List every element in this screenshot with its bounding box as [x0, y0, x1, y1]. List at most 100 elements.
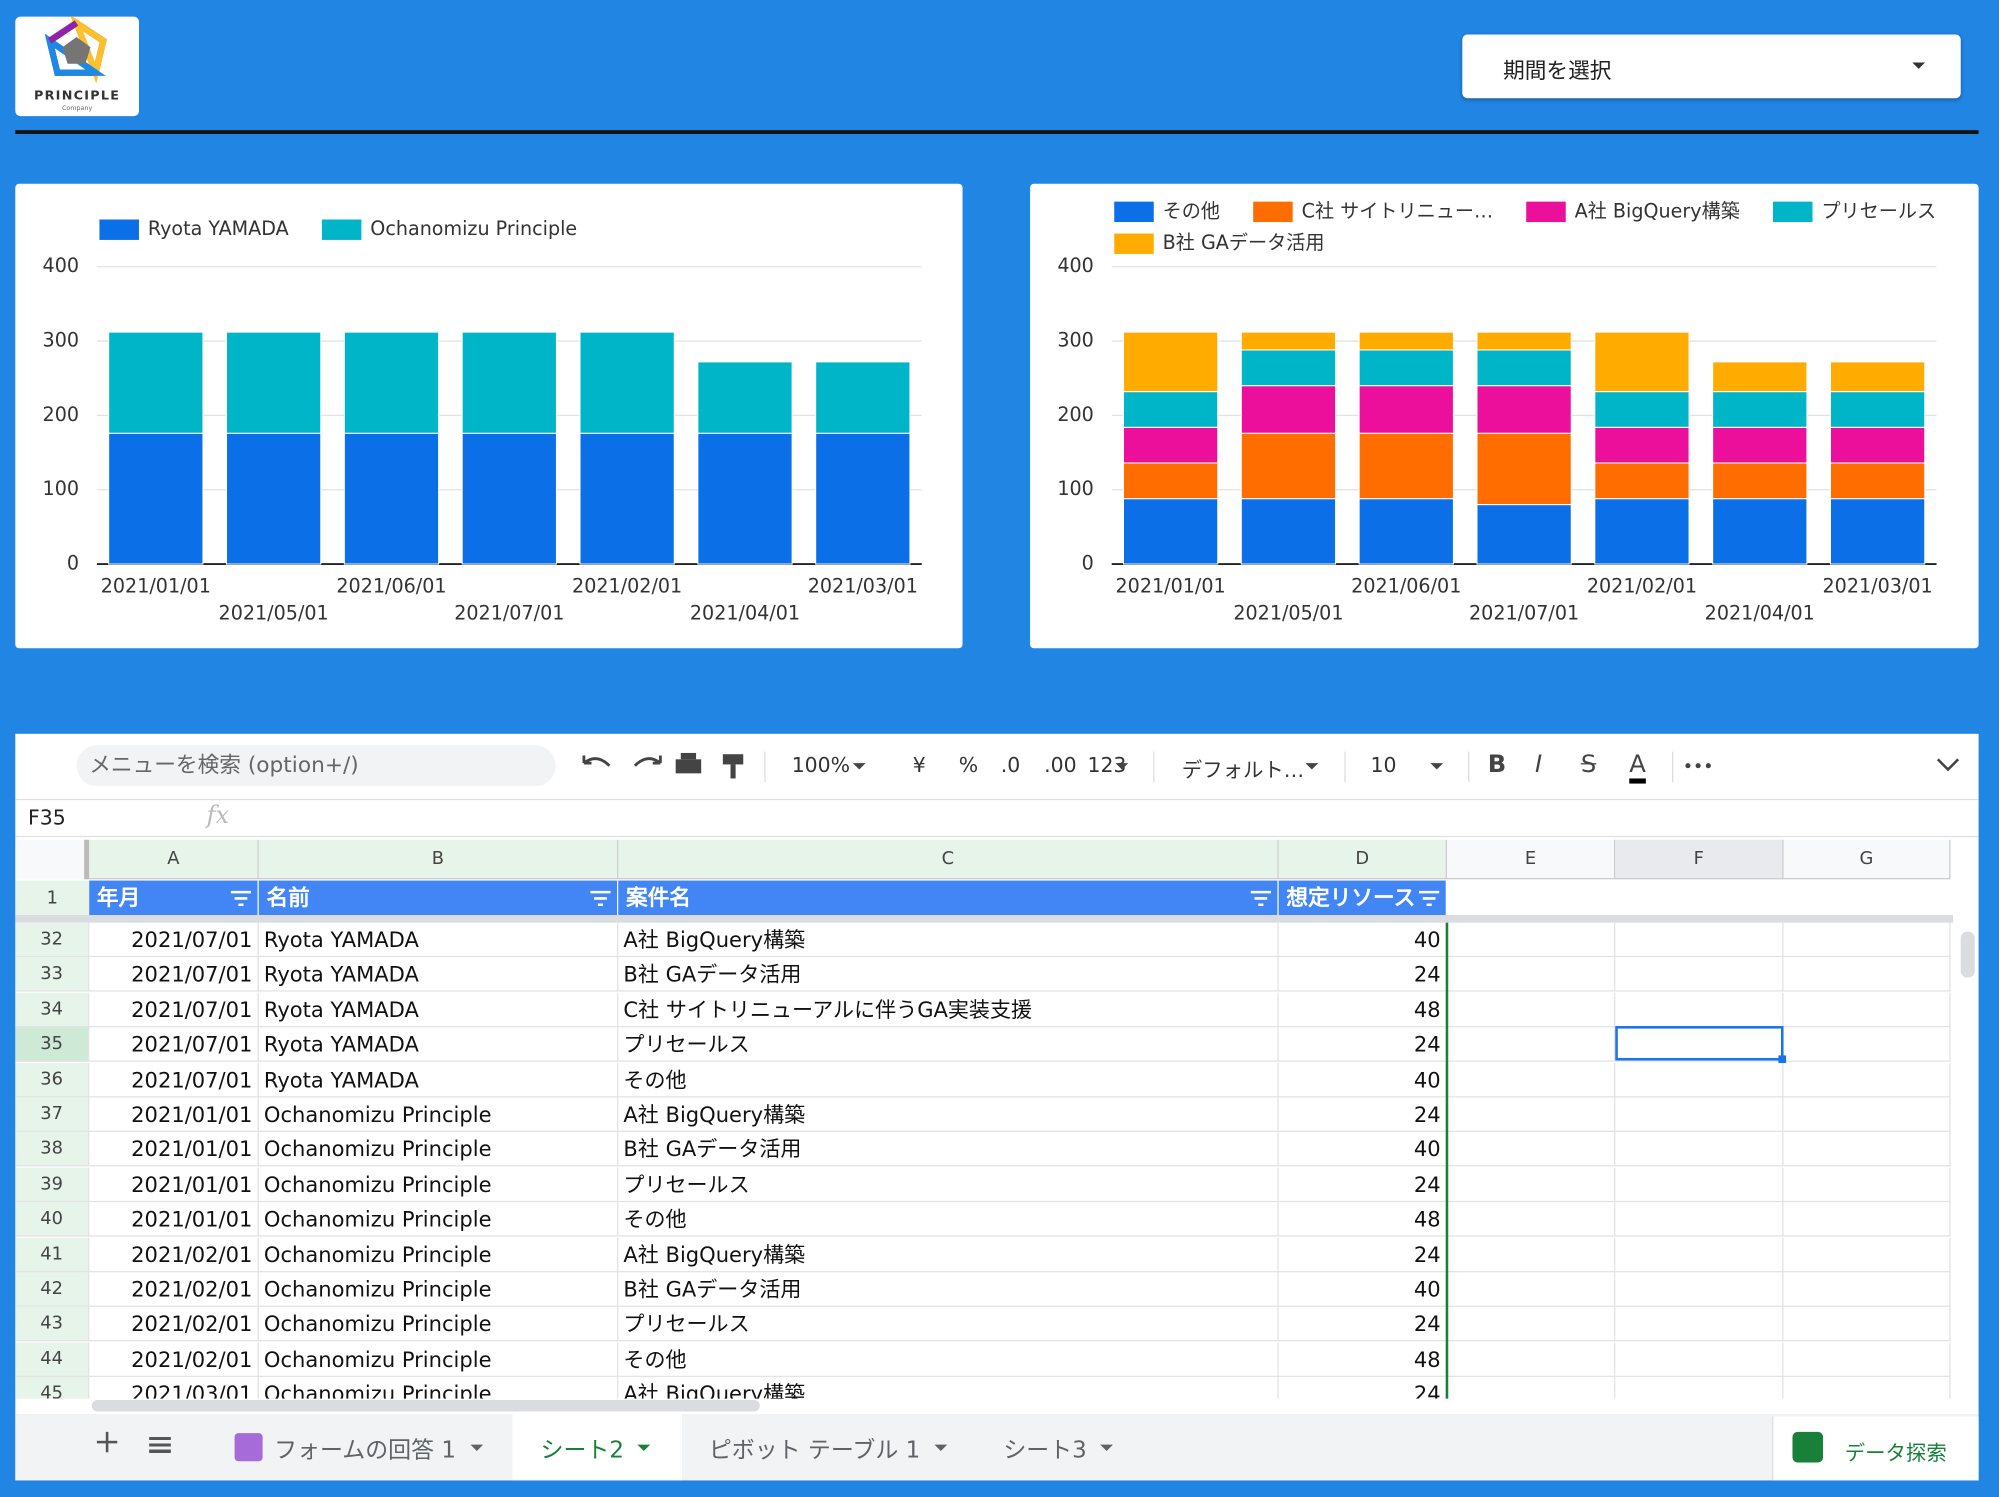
- cell[interactable]: Ryota YAMADA: [258, 922, 619, 958]
- cell[interactable]: 40: [1278, 1272, 1447, 1307]
- cell[interactable]: 24: [1278, 957, 1447, 993]
- row-number[interactable]: 43: [15, 1307, 90, 1342]
- sheet-tab[interactable]: フォームの回答 1: [274, 1436, 456, 1464]
- cell[interactable]: Ryota YAMADA: [258, 957, 619, 993]
- cell[interactable]: 2021/02/01: [89, 1272, 259, 1307]
- cell[interactable]: 24: [1278, 1097, 1447, 1132]
- cell[interactable]: [1446, 992, 1616, 1028]
- column-header[interactable]: B: [258, 839, 619, 880]
- column-header[interactable]: A: [89, 839, 259, 880]
- cell[interactable]: [1615, 1377, 1784, 1399]
- cell[interactable]: [1615, 1062, 1784, 1097]
- row-number[interactable]: 32: [15, 922, 90, 958]
- row-number[interactable]: 35: [15, 1027, 90, 1063]
- cell[interactable]: Ryota YAMADA: [258, 1062, 619, 1097]
- cell[interactable]: [1783, 1132, 1951, 1167]
- cell[interactable]: 24: [1278, 1027, 1447, 1063]
- cell[interactable]: [1446, 1097, 1616, 1132]
- cell[interactable]: Ryota YAMADA: [258, 1027, 619, 1063]
- cell[interactable]: [1446, 1307, 1616, 1342]
- sheet-tab[interactable]: シート3: [1003, 1436, 1087, 1464]
- cell-ref[interactable]: F35: [28, 805, 66, 830]
- cell[interactable]: [1783, 957, 1951, 993]
- cell[interactable]: 48: [1278, 992, 1447, 1028]
- cell[interactable]: [1446, 1027, 1616, 1063]
- cell[interactable]: [1783, 1272, 1951, 1307]
- toolbar-font-size[interactable]: 10: [1370, 752, 1397, 778]
- cell[interactable]: B社 GAデータ活用: [618, 1272, 1279, 1307]
- cell[interactable]: Ochanomizu Principle: [258, 1272, 619, 1307]
- toolbar-italic[interactable]: I: [1534, 750, 1543, 779]
- cell[interactable]: 2021/03/01: [89, 1377, 259, 1399]
- cell[interactable]: [1783, 1027, 1951, 1063]
- row-number[interactable]: 44: [15, 1342, 90, 1377]
- row-number[interactable]: 34: [15, 992, 90, 1028]
- cell[interactable]: [1615, 1237, 1784, 1272]
- cell[interactable]: 2021/02/01: [89, 1237, 259, 1272]
- cell[interactable]: [1615, 1097, 1784, 1132]
- cell[interactable]: 48: [1278, 1202, 1447, 1237]
- cell[interactable]: [1446, 1167, 1616, 1202]
- cell[interactable]: [1447, 1377, 1616, 1399]
- cell[interactable]: A社 BigQuery構築: [618, 1377, 1279, 1399]
- cell[interactable]: [1446, 1062, 1616, 1097]
- toolbar-currency[interactable]: ¥: [912, 752, 926, 778]
- cell[interactable]: プリセールス: [618, 1307, 1279, 1342]
- row-number[interactable]: 45: [15, 1377, 90, 1399]
- cell[interactable]: [1446, 1342, 1616, 1377]
- cell[interactable]: [1615, 1307, 1784, 1342]
- cell[interactable]: [1783, 1097, 1951, 1132]
- toolbar-percent[interactable]: %: [958, 752, 979, 778]
- cell[interactable]: [1783, 1167, 1951, 1202]
- cell[interactable]: Ochanomizu Principle: [259, 1377, 619, 1399]
- cell[interactable]: 48: [1278, 1342, 1447, 1377]
- explore-button[interactable]: データ探索: [1844, 1440, 1947, 1466]
- cell[interactable]: [1615, 1202, 1784, 1237]
- cell[interactable]: その他: [618, 1202, 1279, 1237]
- cell[interactable]: [1446, 1132, 1616, 1167]
- cell[interactable]: [1446, 1237, 1616, 1272]
- toolbar-zoom[interactable]: 100%: [791, 752, 851, 778]
- column-header[interactable]: E: [1446, 839, 1616, 880]
- toolbar-bold[interactable]: B: [1487, 750, 1507, 779]
- cell[interactable]: [1783, 1237, 1951, 1272]
- row-number[interactable]: 39: [15, 1167, 90, 1202]
- cell[interactable]: [1615, 1342, 1784, 1377]
- cell[interactable]: [1784, 1377, 1951, 1399]
- cell[interactable]: 24: [1278, 1167, 1447, 1202]
- cell[interactable]: 2021/02/01: [89, 1307, 259, 1342]
- cell[interactable]: 2021/07/01: [89, 1062, 259, 1097]
- cell[interactable]: プリセールス: [618, 1027, 1279, 1063]
- filter-icon[interactable]: [1250, 890, 1272, 907]
- cell[interactable]: [1446, 1202, 1616, 1237]
- cell[interactable]: [1783, 922, 1951, 958]
- cell[interactable]: [1783, 1307, 1951, 1342]
- cell[interactable]: Ochanomizu Principle: [258, 1167, 619, 1202]
- tab-caret[interactable]: [933, 1443, 948, 1453]
- filter-icon[interactable]: [230, 890, 252, 907]
- filter-icon[interactable]: [590, 890, 611, 907]
- cell[interactable]: 2021/02/01: [89, 1342, 259, 1377]
- cell[interactable]: A社 BigQuery構築: [618, 1237, 1279, 1272]
- cell[interactable]: 24: [1279, 1377, 1447, 1399]
- column-header[interactable]: C: [618, 839, 1279, 880]
- cell[interactable]: [1783, 1202, 1951, 1237]
- cell[interactable]: B社 GAデータ活用: [618, 1132, 1279, 1167]
- cell[interactable]: 2021/07/01: [89, 992, 259, 1028]
- filter-icon[interactable]: [1418, 890, 1440, 907]
- cell[interactable]: Ochanomizu Principle: [258, 1237, 619, 1272]
- cell[interactable]: その他: [618, 1062, 1279, 1097]
- tab-caret[interactable]: [469, 1443, 484, 1453]
- row-number[interactable]: 42: [15, 1272, 90, 1307]
- cell[interactable]: 2021/01/01: [89, 1097, 259, 1132]
- cell[interactable]: Ochanomizu Principle: [258, 1132, 619, 1167]
- add-sheet[interactable]: [96, 1431, 118, 1453]
- cell[interactable]: [1446, 922, 1616, 958]
- cell[interactable]: [1783, 992, 1951, 1028]
- cell[interactable]: 40: [1278, 922, 1447, 958]
- cell[interactable]: 40: [1278, 1132, 1447, 1167]
- toolbar-strike[interactable]: S: [1580, 750, 1597, 779]
- column-header[interactable]: G: [1783, 839, 1951, 880]
- column-header[interactable]: F: [1615, 839, 1784, 880]
- row-number[interactable]: 38: [15, 1132, 90, 1167]
